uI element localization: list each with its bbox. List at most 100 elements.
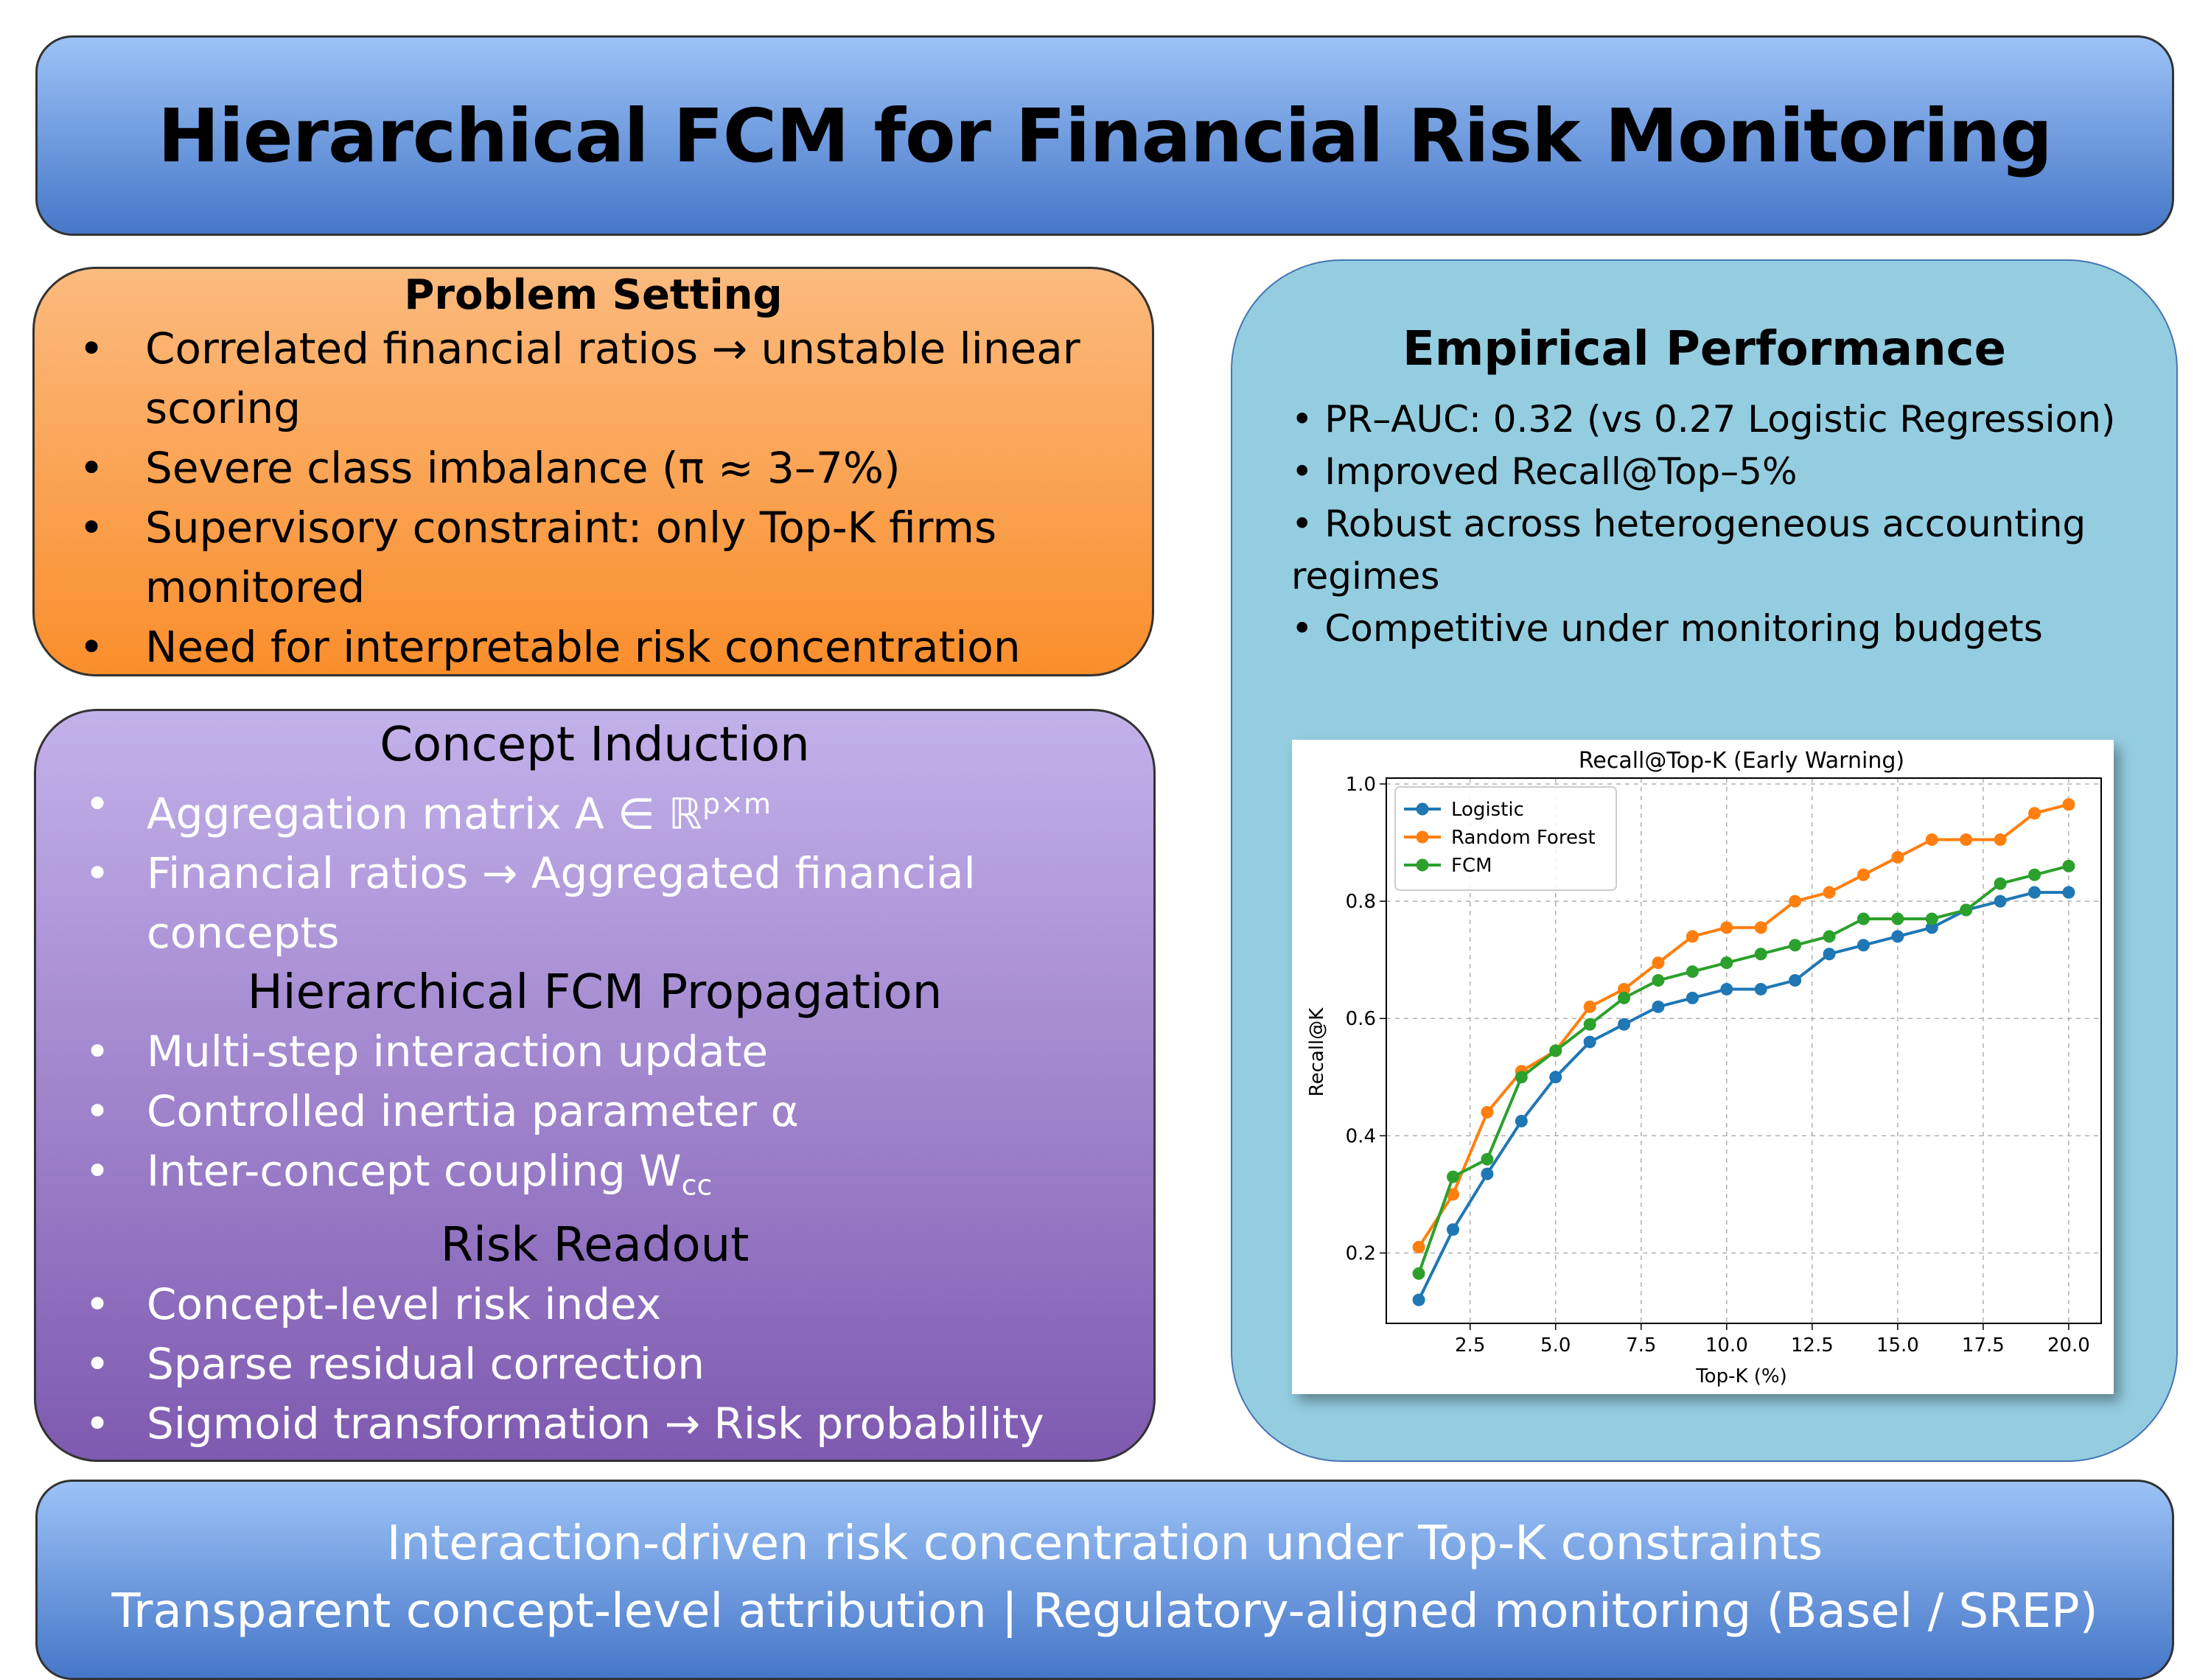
- data-point: [1789, 939, 1802, 952]
- data-point: [1891, 912, 1904, 925]
- risk-readout-list: • Concept-level risk index • Sparse residu…: [36, 1275, 1153, 1454]
- data-point: [2062, 859, 2075, 872]
- data-point: [1754, 982, 1767, 995]
- performance-item: • Competitive under monitoring budgets: [1291, 607, 2043, 650]
- performance-heading: Empirical Performance: [1402, 322, 2007, 377]
- data-point: [1720, 956, 1733, 970]
- page-title: Hierarchical FCM for Financial Risk Moni…: [157, 92, 2053, 179]
- x-tick-label: 20.0: [2047, 1334, 2090, 1357]
- y-tick-label: 0.2: [1346, 1243, 1376, 1265]
- data-point: [1823, 886, 1836, 899]
- bullet-icon: •: [79, 323, 105, 374]
- bullet-icon: •: [85, 779, 111, 829]
- legend-box: [1394, 786, 1617, 891]
- data-point: [1925, 912, 1938, 925]
- data-point: [1925, 921, 1938, 934]
- problem-item: • Need for interpretable risk concentrati…: [35, 617, 1152, 677]
- data-point: [1618, 991, 1631, 1004]
- performance-item: • PR–AUC: 0.32 (vs 0.27 Logistic Regress…: [1291, 398, 2116, 441]
- bullet-icon: •: [79, 503, 105, 553]
- data-point: [1412, 1267, 1425, 1280]
- y-tick-label: 0.4: [1346, 1125, 1376, 1147]
- data-point: [1652, 974, 1665, 987]
- data-point: [2027, 886, 2041, 899]
- data-point: [1994, 833, 2007, 847]
- data-point: [1925, 833, 1938, 847]
- chart-title: Recall@Top-K (Early Warning): [1579, 748, 1904, 774]
- concept-induction-heading: Concept Induction: [380, 718, 810, 772]
- legend-label: Logistic: [1451, 799, 1524, 821]
- data-point: [1960, 833, 1973, 847]
- data-point: [1618, 982, 1631, 995]
- concept-item: • Sparse residual correction: [36, 1334, 1153, 1394]
- data-point: [1789, 895, 1802, 908]
- data-point: [1481, 1106, 1494, 1119]
- data-point: [1652, 1000, 1665, 1013]
- bullet-icon: •: [85, 1026, 111, 1077]
- data-point: [1412, 1293, 1425, 1306]
- performance-item: • Robust across heterogeneous accounting…: [1291, 503, 2086, 598]
- x-tick-label: 10.0: [1705, 1334, 1748, 1357]
- bullet-icon: •: [85, 1278, 111, 1329]
- data-point: [1686, 991, 1699, 1004]
- concept-item: • Financial ratios → Aggregated financial…: [36, 844, 1153, 963]
- legend-marker: [1416, 858, 1429, 872]
- data-point: [2027, 807, 2041, 820]
- bullet-icon: •: [85, 1086, 111, 1137]
- data-point: [1823, 948, 1836, 961]
- problem-item: • Correlated financial ratios → unstable …: [35, 319, 1152, 438]
- data-point: [1754, 948, 1767, 961]
- x-tick-label: 7.5: [1626, 1334, 1656, 1357]
- footer-line-1: Interaction-driven risk concentration un…: [386, 1516, 1823, 1571]
- problem-setting-panel: Problem Setting • Correlated financial ra…: [32, 267, 1154, 676]
- propagation-list: • Multi-step interaction update • Controll…: [36, 1022, 1153, 1216]
- performance-list: • PR–AUC: 0.32 (vs 0.27 Logistic Regress…: [1291, 393, 2139, 655]
- data-point: [1686, 965, 1699, 979]
- bullet-icon: •: [85, 1146, 111, 1197]
- method-panel: Concept Induction • Aggregation matrix A …: [34, 709, 1156, 1462]
- concept-item: • Concept-level risk index: [36, 1275, 1153, 1334]
- legend-marker: [1416, 830, 1429, 844]
- data-point: [1994, 895, 2007, 908]
- x-tick-label: 17.5: [1962, 1334, 2005, 1357]
- data-point: [1583, 1035, 1596, 1049]
- problem-heading: Problem Setting: [404, 271, 783, 319]
- legend-marker: [1416, 802, 1429, 816]
- concept-item: • Multi-step interaction update: [36, 1022, 1153, 1082]
- footer-banner: Interaction-driven risk concentration un…: [35, 1480, 2174, 1680]
- y-tick-label: 0.6: [1346, 1008, 1376, 1030]
- data-point: [1652, 956, 1665, 970]
- data-point: [1481, 1167, 1494, 1180]
- propagation-heading: Hierarchical FCM Propagation: [247, 965, 943, 1021]
- problem-item: • Severe class imbalance (π ≈ 3–7%): [35, 438, 1152, 498]
- x-axis-label: Top-K (%): [1695, 1365, 1787, 1387]
- data-point: [1447, 1223, 1460, 1236]
- data-point: [1583, 1018, 1596, 1031]
- data-point: [1515, 1114, 1528, 1127]
- x-tick-label: 5.0: [1540, 1334, 1571, 1357]
- concept-induction-list: • Aggregation matrix A ∈ ℝp×m • Financial …: [36, 774, 1153, 963]
- legend-label: FCM: [1451, 855, 1492, 877]
- data-point: [1857, 912, 1870, 925]
- data-point: [1857, 868, 1870, 881]
- data-point: [1960, 903, 1973, 917]
- bullet-icon: •: [85, 1398, 111, 1449]
- data-point: [1549, 1044, 1562, 1057]
- legend-label: Random Forest: [1451, 827, 1596, 849]
- data-point: [1891, 930, 1904, 943]
- data-point: [1549, 1071, 1562, 1084]
- data-point: [1447, 1188, 1460, 1201]
- bullet-icon: •: [85, 848, 111, 899]
- series-line: [1417, 891, 2069, 1301]
- footer-line-2: Transparent concept-level attribution | …: [111, 1584, 2098, 1639]
- data-point: [1583, 1000, 1596, 1013]
- data-point: [1891, 850, 1904, 864]
- bullet-icon: •: [79, 443, 105, 493]
- y-tick-label: 0.8: [1346, 891, 1376, 913]
- bullet-icon: •: [85, 1338, 111, 1389]
- y-tick-label: 1.0: [1346, 774, 1376, 796]
- data-point: [1686, 930, 1699, 943]
- bullet-icon: •: [79, 622, 105, 672]
- data-point: [1994, 877, 2007, 890]
- concept-item: • Aggregation matrix A ∈ ℝp×m: [36, 774, 1153, 844]
